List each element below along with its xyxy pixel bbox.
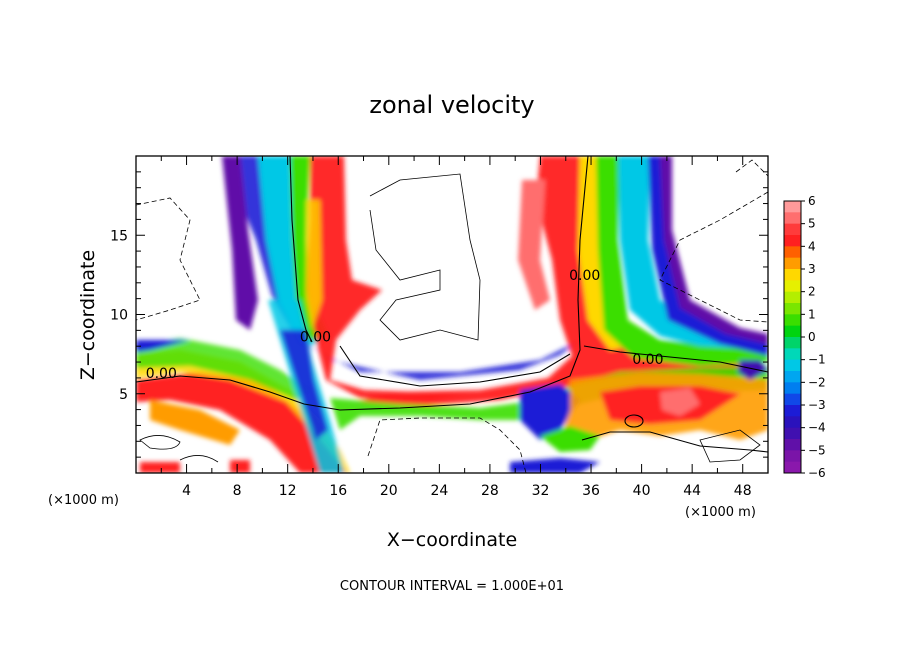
colorbar-swatch: [784, 359, 801, 372]
colorbar-tick-label: −1: [808, 353, 826, 367]
x-tick-label: 36: [582, 483, 600, 499]
colorbar-swatch: [784, 235, 801, 247]
x-tick-label: 28: [481, 483, 499, 499]
velocity-field: [136, 156, 768, 473]
colorbar-swatch: [784, 393, 801, 406]
x-tick-label: 8: [233, 483, 242, 499]
x-tick-label: 12: [279, 483, 297, 499]
colorbar-tick-label: −3: [808, 398, 826, 412]
colorbar-swatch: [784, 348, 801, 361]
contour-label: 0.00: [632, 352, 663, 368]
contour-label: 0.00: [146, 366, 177, 382]
colorbar-swatch: [784, 371, 801, 383]
colorbar-tick-label: −2: [808, 375, 826, 389]
colorbar-tick-label: 5: [808, 217, 816, 231]
x-tick-label: 32: [532, 483, 550, 499]
y-axis-label: Z−coordinate: [77, 250, 99, 380]
colorbar-tick-label: 2: [808, 285, 816, 299]
x-tick-labels: 4 8 12 16 20 24 28 32 36 40 44 48: [182, 483, 752, 499]
y-tick-label: 10: [110, 308, 128, 324]
x-tick-label: 16: [329, 483, 347, 499]
contour-label: 0.00: [300, 330, 331, 346]
colorbar-swatch: [784, 212, 801, 225]
contour-lines: [136, 156, 768, 463]
y-tick-labels: 5 10 15: [110, 228, 128, 403]
y-tick-label: 5: [119, 387, 128, 403]
colorbar-tick-label: −6: [808, 466, 826, 480]
x-unit-right: (×1000 m): [685, 505, 756, 520]
negative-contours: [136, 159, 768, 473]
colorbar-tick-label: 3: [808, 262, 816, 276]
colorbar-swatch: [784, 439, 801, 451]
colorbar-tick-label: −5: [808, 443, 826, 457]
colorbar-swatch: [784, 280, 801, 293]
x-unit-left: (×1000 m): [48, 493, 119, 508]
colorbar-swatch: [784, 246, 801, 259]
colorbar-tick-label: −4: [808, 421, 826, 435]
x-tick-label: 20: [380, 483, 398, 499]
contour-interval-note: CONTOUR INTERVAL = 1.000E+01: [340, 579, 564, 594]
contour-labels: 0.00 0.00 0.00 0.00: [146, 268, 664, 382]
colorbar-tick-label: 1: [808, 307, 816, 321]
colorbar-swatch: [784, 291, 801, 304]
colorbar-tick-label: 6: [808, 194, 816, 208]
colorbar-swatch: [784, 201, 801, 213]
colorbar-swatch: [784, 450, 801, 463]
y-tick-label: 15: [110, 228, 128, 244]
x-tick-label: 40: [633, 483, 651, 499]
x-axis-label: X−coordinate: [387, 529, 517, 551]
contour-label: 0.00: [569, 268, 600, 284]
colorbar-swatch: [784, 405, 801, 417]
chart-title: zonal velocity: [369, 91, 534, 119]
colorbar-swatch: [784, 337, 801, 349]
colorbar: 6 5 4 3 2 1 0 −1 −2 −3 −4 −5 −6: [783, 194, 826, 480]
colorbar-swatch: [784, 382, 801, 395]
colorbar-swatch: [784, 269, 801, 281]
colorbar-swatch: [784, 416, 801, 429]
colorbar-swatch: [784, 257, 801, 270]
colorbar-swatch: [784, 461, 801, 474]
colorbar-swatch: [784, 223, 801, 236]
colorbar-swatch: [784, 427, 801, 440]
colorbar-swatch: [784, 325, 801, 338]
colorbar-swatch: [784, 314, 801, 327]
colorbar-tick-label: 0: [808, 330, 816, 344]
x-tick-label: 48: [734, 483, 752, 499]
colorbar-tick-label: 4: [808, 239, 816, 253]
x-tick-label: 44: [683, 483, 701, 499]
axis-ticks: [136, 156, 768, 473]
colorbar-swatch: [784, 303, 801, 315]
x-tick-label: 4: [182, 483, 191, 499]
x-tick-label: 24: [430, 483, 448, 499]
